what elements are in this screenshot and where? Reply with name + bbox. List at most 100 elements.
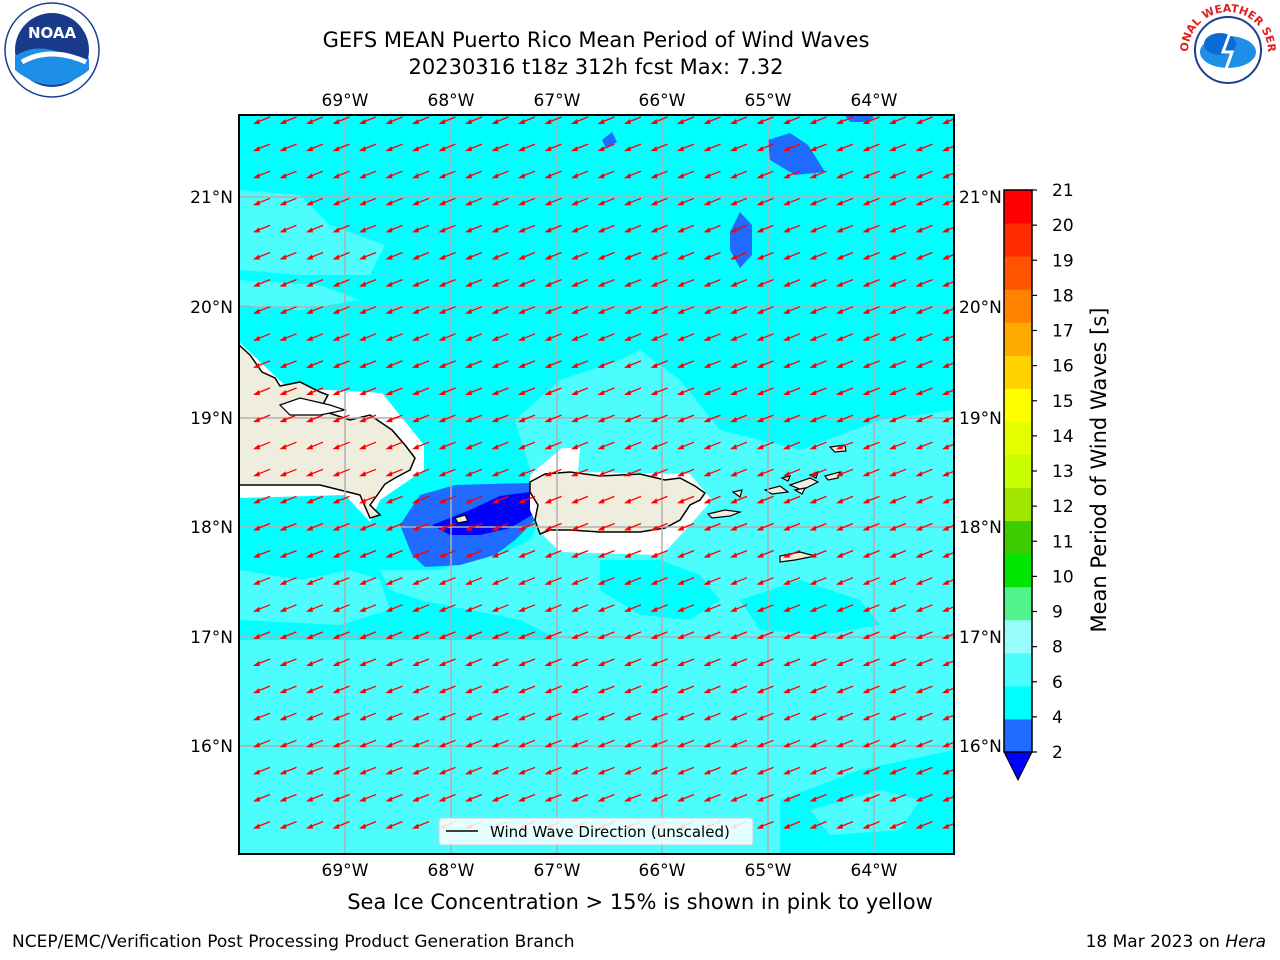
arrow xyxy=(836,577,854,585)
arrow xyxy=(915,197,933,206)
arrow xyxy=(518,306,536,314)
arrow xyxy=(332,278,350,287)
arrow xyxy=(650,577,668,585)
arrow xyxy=(889,604,907,612)
arrow xyxy=(783,170,801,179)
colorbar-tick-label: 6 xyxy=(1052,673,1063,693)
arrow xyxy=(836,604,854,612)
arrow xyxy=(571,685,589,694)
arrow xyxy=(703,577,721,585)
arrow xyxy=(862,712,880,721)
colorbar-tick-label: 19 xyxy=(1052,251,1074,271)
arrow xyxy=(915,577,933,585)
arrow xyxy=(703,658,721,666)
arrow xyxy=(385,333,403,341)
arrow xyxy=(756,306,774,314)
arrow xyxy=(836,685,854,694)
arrow xyxy=(438,522,456,531)
arrow xyxy=(889,522,907,531)
arrow xyxy=(412,739,430,748)
arrow xyxy=(571,739,589,748)
arrow xyxy=(544,685,562,694)
arrow xyxy=(491,414,509,423)
arrow xyxy=(412,360,430,368)
arrow xyxy=(942,524,954,531)
arrow xyxy=(730,414,748,423)
arrow xyxy=(624,387,642,395)
arrow xyxy=(942,795,954,802)
arrow xyxy=(412,549,430,558)
arrow xyxy=(253,197,271,206)
arrow xyxy=(889,820,907,829)
arrow xyxy=(279,522,297,531)
arrow xyxy=(438,116,456,124)
arrow xyxy=(677,549,695,558)
arrow xyxy=(836,712,854,721)
arrow xyxy=(703,170,721,179)
arrow xyxy=(412,441,430,450)
arrow xyxy=(915,793,933,802)
colorbar-tick-label: 13 xyxy=(1052,462,1074,482)
arrow xyxy=(915,278,933,287)
arrow xyxy=(756,495,774,504)
arrow xyxy=(597,360,615,368)
arrow xyxy=(306,143,324,152)
footer-date: 18 Mar 2023 on xyxy=(1085,932,1226,952)
arrow xyxy=(624,143,642,152)
arrow xyxy=(385,577,403,585)
arrow xyxy=(253,278,271,287)
arrow xyxy=(465,441,483,450)
arrow xyxy=(571,306,589,314)
arrow xyxy=(544,306,562,314)
arrow xyxy=(597,251,615,260)
arrow xyxy=(624,224,642,233)
arrow xyxy=(836,197,854,206)
arrow xyxy=(491,522,509,531)
colorbar-tick-label: 11 xyxy=(1052,532,1074,552)
arrow xyxy=(624,739,642,748)
arrow xyxy=(809,224,827,233)
colorbar-segment xyxy=(1004,388,1032,422)
arrow xyxy=(385,549,403,558)
arrow xyxy=(518,468,536,477)
lon-tick-label: 64°W xyxy=(851,91,898,111)
arrow xyxy=(571,224,589,233)
arrow xyxy=(730,712,748,721)
arrow xyxy=(942,633,954,639)
arrow xyxy=(624,495,642,504)
arrow xyxy=(306,766,324,775)
arrow xyxy=(544,793,562,802)
arrow xyxy=(703,604,721,612)
arrow xyxy=(915,739,933,748)
arrow xyxy=(597,170,615,179)
arrow xyxy=(306,333,324,341)
arrow xyxy=(597,577,615,585)
arrow xyxy=(385,712,403,721)
arrow xyxy=(809,116,827,124)
arrow xyxy=(756,224,774,233)
arrow xyxy=(942,660,954,666)
arrow xyxy=(889,441,907,450)
arrow xyxy=(306,549,324,558)
arrow xyxy=(359,766,377,775)
arrow xyxy=(783,739,801,748)
arrow xyxy=(703,522,721,531)
arrow xyxy=(253,360,271,368)
arrow xyxy=(836,306,854,314)
arrow xyxy=(650,604,668,612)
arrow xyxy=(756,197,774,206)
arrow xyxy=(597,143,615,152)
arrow xyxy=(438,170,456,179)
arrow xyxy=(730,278,748,287)
arrow xyxy=(650,197,668,206)
arrow xyxy=(253,495,271,504)
arrow xyxy=(942,145,954,152)
arrow xyxy=(650,170,668,179)
arrow xyxy=(942,606,954,612)
arrow xyxy=(518,360,536,368)
arrow xyxy=(783,820,801,829)
footer-left: NCEP/EMC/Verification Post Processing Pr… xyxy=(12,932,575,952)
arrow xyxy=(306,170,324,179)
arrow xyxy=(359,414,377,423)
arrow xyxy=(544,739,562,748)
